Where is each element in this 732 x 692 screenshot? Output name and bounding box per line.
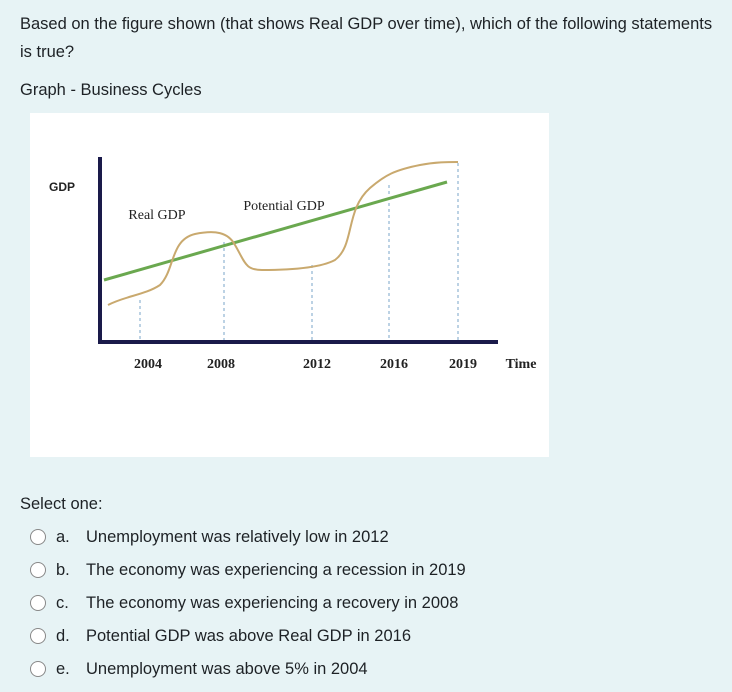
real-gdp-curve bbox=[107, 161, 459, 306]
x-label: 2016 bbox=[380, 357, 408, 372]
radio-button[interactable] bbox=[30, 628, 46, 644]
potential-gdp-label: Potential GDP bbox=[243, 199, 324, 214]
option-text: Potential GDP was above Real GDP in 2016 bbox=[86, 626, 411, 645]
prompt: Select one: bbox=[20, 495, 103, 513]
option[interactable]: a. Unemployment was relatively low in 201… bbox=[30, 525, 389, 549]
real-gdp-label: Real GDP bbox=[128, 208, 185, 223]
option-letter: e. bbox=[56, 659, 70, 678]
option-text: Unemployment was above 5% in 2004 bbox=[86, 659, 368, 678]
dashed-guides bbox=[139, 163, 459, 342]
figure-background bbox=[30, 113, 549, 457]
option-letter: a. bbox=[56, 527, 70, 546]
x-label: 2004 bbox=[134, 357, 162, 372]
option[interactable]: e. Unemployment was above 5% in 2004 bbox=[30, 657, 368, 681]
graph-title: Graph - Business Cycles bbox=[20, 81, 202, 99]
x-label: 2008 bbox=[207, 357, 235, 372]
x-labels: 2004 2008 2012 2016 2019 bbox=[134, 357, 477, 372]
option[interactable]: d. Potential GDP was above Real GDP in 20… bbox=[30, 624, 411, 648]
option-text: The economy was experiencing a recovery … bbox=[86, 593, 459, 612]
option[interactable]: c. The economy was experiencing a recover… bbox=[30, 591, 458, 615]
radio-button[interactable] bbox=[30, 595, 46, 611]
x-axis-label: Time bbox=[506, 357, 537, 372]
radio-button[interactable] bbox=[30, 661, 46, 677]
option-letter: d. bbox=[56, 626, 70, 645]
option-letter: b. bbox=[56, 560, 70, 579]
figure: GDP Real GDP Potential GDP 2004 2008 2012 2… bbox=[30, 113, 549, 457]
option-text: Unemployment was relatively low in 2012 bbox=[86, 527, 389, 546]
radio-button[interactable] bbox=[30, 529, 46, 545]
x-label: 2019 bbox=[449, 357, 477, 372]
radio-button[interactable] bbox=[30, 562, 46, 578]
option-text: The economy was experiencing a recession… bbox=[86, 560, 466, 579]
x-label: 2012 bbox=[303, 357, 331, 372]
option-letter: c. bbox=[56, 593, 69, 612]
question: Based on the figure shown (that shows Re… bbox=[20, 15, 713, 61]
y-axis-label: GDP bbox=[49, 180, 75, 194]
option[interactable]: b. The economy was experiencing a recessi… bbox=[30, 558, 466, 582]
potential-gdp-line bbox=[103, 180, 448, 282]
